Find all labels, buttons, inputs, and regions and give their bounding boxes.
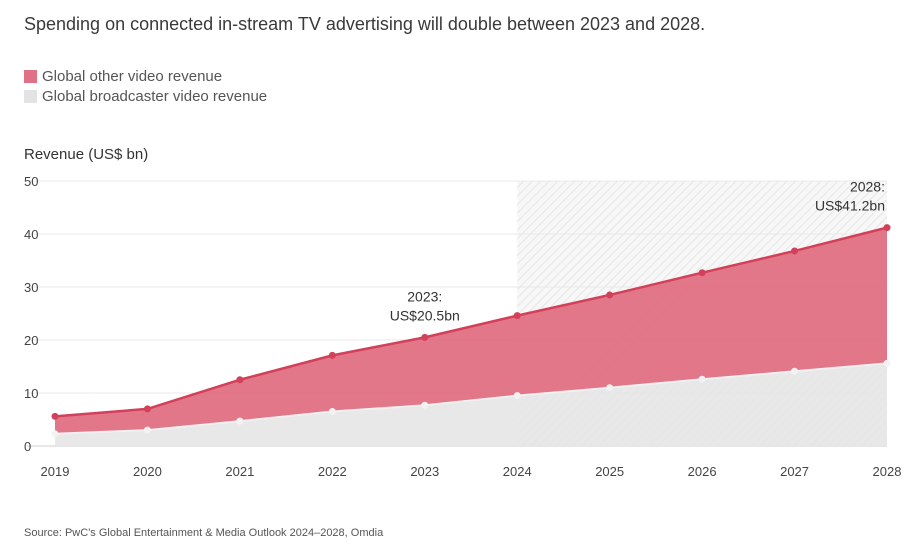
point-other-2026 [698, 269, 706, 277]
y-tick-label-20: 20 [24, 333, 38, 348]
point-broadcaster-2021 [236, 417, 244, 425]
legend-label-other: Global other video revenue [42, 67, 223, 85]
point-broadcaster-2022 [328, 408, 336, 416]
point-other-2021 [236, 376, 244, 384]
x-tick-label-2026: 2026 [688, 464, 717, 479]
point-broadcaster-2026 [698, 375, 706, 383]
legend-item-other: Global other video revenue [24, 66, 267, 86]
point-broadcaster-2019 [51, 430, 59, 438]
point-broadcaster-2023 [421, 401, 429, 409]
legend: Global other video revenue Global broadc… [24, 66, 267, 106]
y-tick-label-40: 40 [24, 227, 38, 242]
x-tick-label-2019: 2019 [41, 464, 70, 479]
x-tick-label-2021: 2021 [225, 464, 254, 479]
area-broadcaster [55, 363, 887, 446]
point-other-2024 [513, 312, 521, 320]
legend-swatch-other [24, 69, 37, 83]
point-other-2022 [328, 351, 336, 359]
legend-label-broadcaster: Global broadcaster video revenue [42, 87, 268, 105]
point-other-2025 [606, 291, 614, 299]
line-broadcaster [54, 362, 888, 435]
legend-item-broadcaster: Global broadcaster video revenue [24, 86, 267, 106]
point-broadcaster-2024 [513, 392, 521, 400]
point-other-2019 [51, 412, 59, 420]
y-tick-label-30: 30 [24, 280, 38, 295]
x-tick-label-2027: 2027 [780, 464, 809, 479]
point-other-2027 [791, 247, 799, 255]
x-tick-label-2028: 2028 [873, 464, 902, 479]
y-tick-label-0: 0 [24, 439, 31, 454]
source-note: Source: PwC's Global Entertainment & Med… [24, 527, 384, 539]
point-broadcaster-2027 [791, 367, 799, 375]
line-other [54, 226, 888, 418]
annotation-2028-year: 2028: [850, 179, 885, 195]
annotation-2023-year: 2023: [407, 288, 442, 304]
x-tick-label-2022: 2022 [318, 464, 347, 479]
point-other-2023 [421, 333, 429, 341]
point-other-2020 [143, 405, 151, 413]
point-broadcaster-2020 [143, 426, 151, 434]
x-tick-label-2024: 2024 [503, 464, 532, 479]
x-tick-label-2025: 2025 [595, 464, 624, 479]
point-other-2028 [883, 224, 891, 232]
y-tick-label-10: 10 [24, 386, 38, 401]
chart-title: Spending on connected in-stream TV adver… [24, 14, 706, 34]
annotation-2028-value: US$41.2bn [815, 198, 885, 214]
x-tick-label-2020: 2020 [133, 464, 162, 479]
point-broadcaster-2028 [883, 359, 891, 367]
x-tick-label-2023: 2023 [410, 464, 439, 479]
legend-swatch-broadcaster [24, 89, 37, 103]
y-axis-label: Revenue (US$ bn) [24, 146, 149, 163]
y-tick-label-50: 50 [24, 174, 38, 189]
annotation-2023-value: US$20.5bn [390, 307, 460, 323]
point-broadcaster-2025 [606, 384, 614, 392]
